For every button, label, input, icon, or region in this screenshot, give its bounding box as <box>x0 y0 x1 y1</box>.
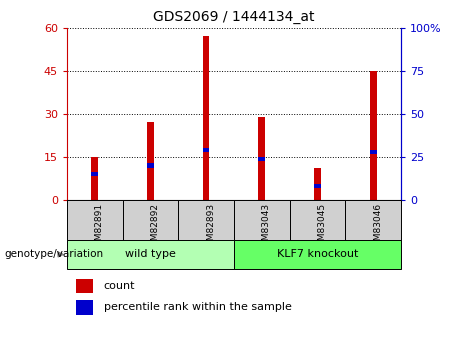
Text: GSM82893: GSM82893 <box>206 203 215 253</box>
Text: GSM83043: GSM83043 <box>262 203 271 253</box>
Title: GDS2069 / 1444134_at: GDS2069 / 1444134_at <box>153 10 315 24</box>
Bar <box>345 200 401 240</box>
Bar <box>76 300 93 315</box>
Bar <box>203 36 209 200</box>
Bar <box>203 148 209 152</box>
Text: count: count <box>104 281 135 291</box>
Bar <box>234 240 401 269</box>
Bar <box>259 117 265 200</box>
Bar <box>67 240 234 269</box>
Text: wild type: wild type <box>125 249 176 259</box>
Bar <box>91 172 98 176</box>
Text: GSM83046: GSM83046 <box>373 203 382 253</box>
Bar <box>290 200 345 240</box>
Text: percentile rank within the sample: percentile rank within the sample <box>104 303 292 313</box>
Text: GSM83045: GSM83045 <box>318 203 326 253</box>
Text: KLF7 knockout: KLF7 knockout <box>277 249 358 259</box>
Bar <box>147 164 154 168</box>
Bar <box>234 200 290 240</box>
Bar <box>314 168 321 200</box>
Bar <box>123 200 178 240</box>
Bar <box>67 200 123 240</box>
Bar <box>259 157 265 161</box>
Bar <box>91 157 98 200</box>
Text: genotype/variation: genotype/variation <box>5 249 104 259</box>
Bar <box>370 71 377 200</box>
Text: GSM82891: GSM82891 <box>95 203 104 253</box>
Bar <box>370 150 377 154</box>
Bar <box>178 200 234 240</box>
Bar <box>147 122 154 200</box>
Bar <box>76 279 93 293</box>
Text: GSM82892: GSM82892 <box>150 203 160 252</box>
Bar <box>314 184 321 188</box>
